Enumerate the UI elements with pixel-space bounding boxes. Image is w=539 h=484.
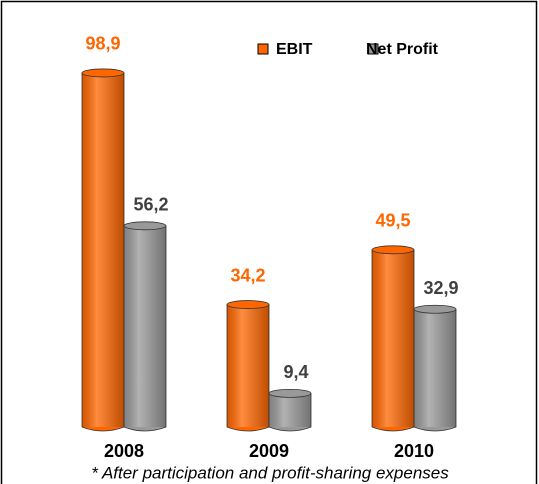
value-label: 34,2 (230, 265, 265, 285)
legend-label: Net Profit (366, 41, 439, 58)
x-tick-label: 2008 (104, 441, 144, 461)
footnote: * After participation and profit-sharing… (91, 463, 449, 482)
x-tick-label: 2009 (249, 441, 289, 461)
legend-swatch (367, 43, 379, 55)
bar-shading (124, 225, 166, 427)
bar-top (226, 300, 270, 309)
legend-swatch (257, 43, 269, 55)
value-label: 32,9 (423, 278, 458, 298)
legend-label: EBIT (276, 41, 313, 58)
bar-top (268, 388, 312, 398)
bar-shading (82, 72, 124, 428)
bar-shading (269, 393, 311, 427)
bar-top (413, 304, 457, 314)
bar-top (123, 221, 167, 231)
bar-shading (372, 249, 414, 427)
value-label: 9,4 (283, 362, 308, 382)
bar-shading (227, 304, 269, 427)
bar-top (81, 68, 125, 78)
x-tick-label: 2010 (394, 441, 434, 461)
bar-shading (414, 309, 456, 427)
value-label: 56,2 (133, 195, 168, 215)
bar-top (371, 245, 415, 255)
value-label: 98,9 (85, 34, 120, 54)
value-label: 49,5 (375, 211, 410, 231)
